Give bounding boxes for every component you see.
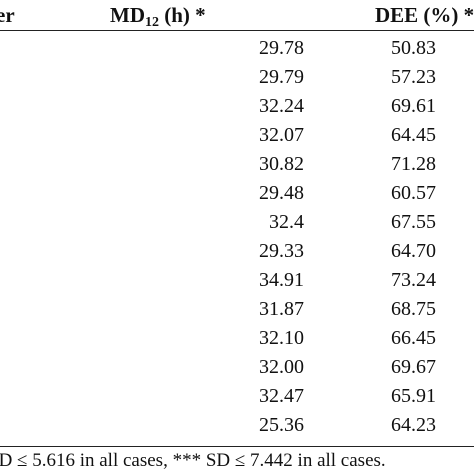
- cell-md12: 29.48: [259, 182, 304, 204]
- bottom-rule: [0, 446, 474, 447]
- table-row: 32.47 65.91: [0, 382, 474, 411]
- table-row: 29.33 64.70: [0, 237, 474, 266]
- cell-dee: 57.23: [391, 66, 436, 88]
- cell-md12: 25.36: [259, 414, 304, 436]
- cell-md12: 32.00: [259, 356, 304, 378]
- cell-md12: 34.91: [259, 269, 304, 291]
- header-md12: MD12 (h) *: [110, 0, 206, 30]
- cell-md12: 31.87: [259, 298, 304, 320]
- cell-md12: 29.78: [259, 37, 304, 59]
- header-md-subscript: 12: [145, 15, 159, 30]
- header-rule: [0, 30, 474, 31]
- header-dee: DEE (%) **: [375, 3, 474, 27]
- cell-md12: 32.24: [259, 95, 304, 117]
- cell-dee: 60.57: [391, 182, 436, 204]
- table-body: 29.78 50.83 29.79 57.23 32.24 69.61 32.07 64.45…: [0, 34, 474, 440]
- header-left-fragment: er: [0, 3, 15, 27]
- cell-dee: 50.83: [391, 37, 436, 59]
- header-md-prefix: MD: [110, 3, 145, 27]
- table-row: 32.4 67.55: [0, 208, 474, 237]
- table-row: 29.79 57.23: [0, 63, 474, 92]
- table-row: 29.78 50.83: [0, 34, 474, 63]
- table-row: 32.00 69.67: [0, 353, 474, 382]
- cell-dee: 64.70: [391, 240, 436, 262]
- cell-md12: 32.47: [259, 385, 304, 407]
- cell-dee: 66.45: [391, 327, 436, 349]
- cell-md12: 30.82: [259, 153, 304, 175]
- table-row: 25.36 64.23: [0, 411, 474, 440]
- cell-md12: 29.79: [259, 66, 304, 88]
- table-row: 32.10 66.45: [0, 324, 474, 353]
- cell-dee: 68.75: [391, 298, 436, 320]
- cell-dee: 64.23: [391, 414, 436, 436]
- cell-dee: 69.61: [391, 95, 436, 117]
- cell-md12: 29.33: [259, 240, 304, 262]
- cell-dee: 71.28: [391, 153, 436, 175]
- table-footnote: SD ≤ 5.616 in all cases, *** SD ≤ 7.442 …: [0, 450, 386, 471]
- cell-dee: 73.24: [391, 269, 436, 291]
- table-row: 32.24 69.61: [0, 92, 474, 121]
- table-row: 31.87 68.75: [0, 295, 474, 324]
- cell-dee: 64.45: [391, 124, 436, 146]
- cell-md12: 32.10: [259, 327, 304, 349]
- table-row: 34.91 73.24: [0, 266, 474, 295]
- table-row: 32.07 64.45: [0, 121, 474, 150]
- cell-dee: 67.55: [391, 211, 436, 233]
- table-row: 29.48 60.57: [0, 179, 474, 208]
- cell-md12: 32.4: [269, 211, 304, 233]
- header-md-suffix: (h) *: [159, 3, 206, 27]
- cell-dee: 65.91: [391, 385, 436, 407]
- cell-md12: 32.07: [259, 124, 304, 146]
- table-row: 30.82 71.28: [0, 150, 474, 179]
- cell-dee: 69.67: [391, 356, 436, 378]
